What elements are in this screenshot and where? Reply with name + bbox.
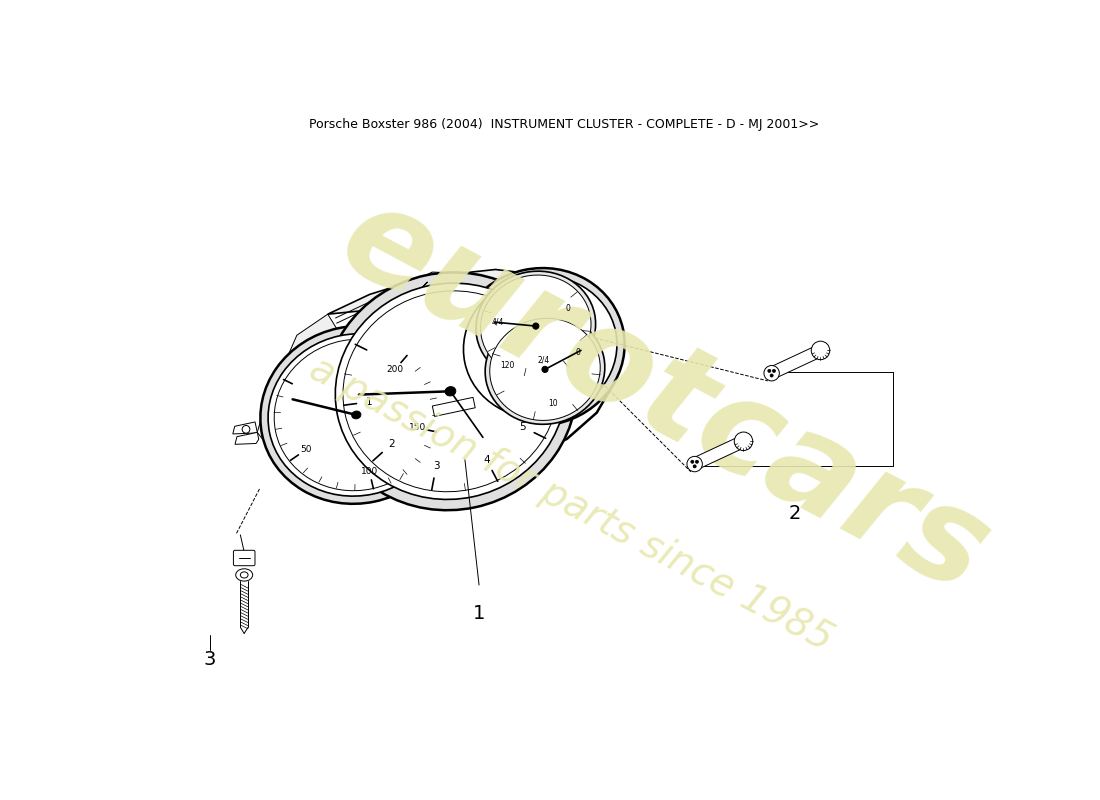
- Ellipse shape: [268, 334, 444, 496]
- Ellipse shape: [532, 323, 539, 329]
- Ellipse shape: [343, 291, 558, 492]
- Polygon shape: [432, 398, 475, 417]
- Text: 0: 0: [566, 304, 571, 314]
- Ellipse shape: [324, 272, 576, 510]
- Ellipse shape: [336, 283, 565, 499]
- Ellipse shape: [691, 460, 694, 463]
- Ellipse shape: [235, 569, 253, 581]
- Text: 4: 4: [483, 454, 490, 465]
- Polygon shape: [692, 436, 746, 470]
- Ellipse shape: [455, 268, 625, 426]
- Text: 1: 1: [473, 604, 485, 623]
- Ellipse shape: [352, 411, 361, 419]
- Polygon shape: [328, 270, 539, 332]
- Text: 50: 50: [300, 445, 312, 454]
- Text: 200: 200: [386, 366, 404, 374]
- Ellipse shape: [476, 271, 595, 381]
- Ellipse shape: [693, 465, 696, 468]
- Text: 6: 6: [528, 376, 535, 386]
- Polygon shape: [257, 407, 289, 438]
- Text: 3: 3: [204, 650, 216, 670]
- Ellipse shape: [542, 366, 548, 373]
- Text: 100: 100: [361, 466, 378, 475]
- Text: 4/4: 4/4: [492, 318, 505, 327]
- FancyBboxPatch shape: [233, 550, 255, 566]
- Text: eurotcars: eurotcars: [319, 173, 1009, 620]
- Ellipse shape: [242, 426, 250, 433]
- Text: 10: 10: [548, 398, 558, 408]
- Text: 2: 2: [388, 439, 395, 449]
- Ellipse shape: [772, 370, 775, 373]
- Ellipse shape: [490, 318, 601, 421]
- Polygon shape: [235, 432, 258, 444]
- Text: 120: 120: [500, 362, 515, 370]
- Text: a passion for parts since 1985: a passion for parts since 1985: [304, 350, 839, 658]
- Ellipse shape: [446, 386, 455, 396]
- Ellipse shape: [686, 456, 703, 472]
- Polygon shape: [491, 340, 515, 401]
- Ellipse shape: [770, 374, 773, 377]
- Text: 7: 7: [506, 334, 513, 343]
- Polygon shape: [287, 314, 339, 357]
- Text: 5: 5: [519, 422, 526, 432]
- Text: 1: 1: [366, 397, 373, 407]
- Ellipse shape: [463, 276, 617, 418]
- Ellipse shape: [240, 572, 248, 578]
- Ellipse shape: [481, 275, 591, 377]
- Text: 2/4: 2/4: [538, 355, 550, 364]
- Ellipse shape: [812, 341, 829, 360]
- Ellipse shape: [763, 366, 779, 381]
- Polygon shape: [284, 414, 311, 430]
- Ellipse shape: [485, 314, 605, 424]
- Ellipse shape: [695, 460, 698, 463]
- Polygon shape: [233, 422, 257, 434]
- Ellipse shape: [735, 432, 752, 450]
- Text: Porsche Boxster 986 (2004)  INSTRUMENT CLUSTER - COMPLETE - D - MJ 2001>>: Porsche Boxster 986 (2004) INSTRUMENT CL…: [309, 118, 818, 130]
- Text: 0: 0: [575, 348, 580, 357]
- Ellipse shape: [768, 370, 771, 373]
- Ellipse shape: [261, 326, 452, 504]
- Text: 3: 3: [433, 462, 440, 471]
- Ellipse shape: [274, 339, 439, 490]
- Polygon shape: [769, 345, 823, 378]
- Polygon shape: [280, 401, 309, 415]
- Text: 150: 150: [409, 423, 426, 432]
- Text: 2: 2: [789, 504, 801, 523]
- Polygon shape: [284, 292, 616, 493]
- Polygon shape: [278, 387, 306, 402]
